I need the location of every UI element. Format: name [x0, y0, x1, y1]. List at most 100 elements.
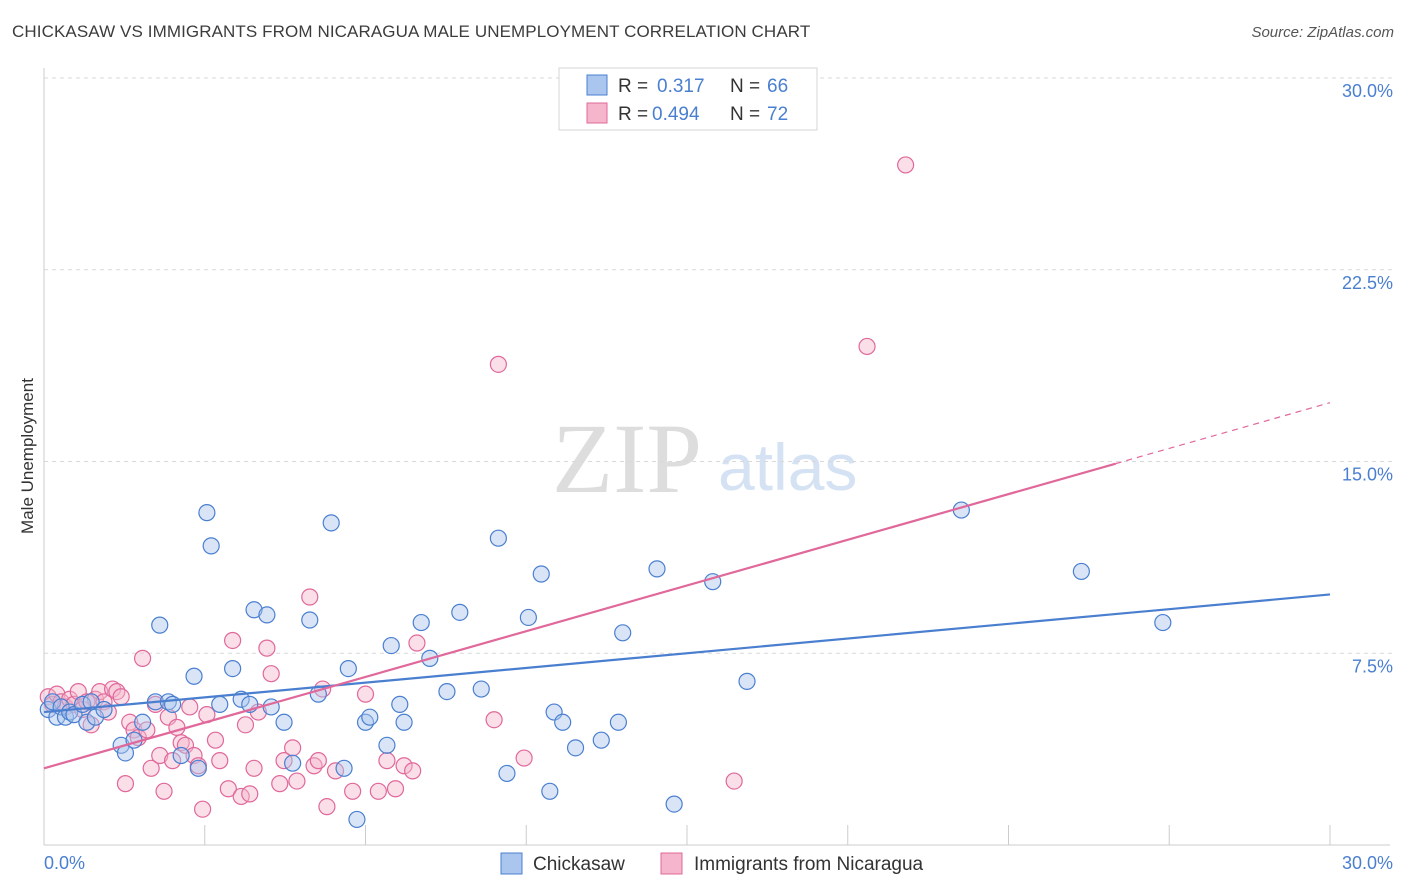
point-nicaragua — [194, 800, 212, 818]
point-chickasaw — [391, 695, 409, 713]
point-nicaragua — [155, 782, 173, 800]
legend-swatch-nicaragua — [660, 852, 683, 875]
point-chickasaw — [395, 713, 413, 731]
point-chickasaw — [198, 504, 216, 522]
point-chickasaw — [185, 667, 203, 685]
point-chickasaw — [648, 560, 666, 578]
point-chickasaw — [451, 603, 469, 621]
stats-legend-r-label-2: R = — [618, 104, 648, 125]
point-nicaragua — [284, 739, 302, 757]
point-nicaragua — [258, 639, 276, 657]
point-nicaragua — [369, 782, 387, 800]
trend-line-nicaragua-extension — [1115, 402, 1331, 465]
point-chickasaw — [339, 659, 357, 678]
point-chickasaw — [202, 537, 220, 555]
watermark-atlas: atlas — [718, 430, 857, 504]
point-nicaragua — [485, 711, 503, 729]
point-nicaragua — [897, 156, 915, 174]
point-nicaragua — [725, 772, 743, 790]
point-chickasaw — [275, 713, 293, 731]
point-nicaragua — [489, 355, 507, 373]
point-chickasaw — [151, 616, 169, 634]
point-chickasaw — [592, 731, 610, 749]
point-chickasaw — [498, 764, 516, 783]
point-nicaragua — [271, 775, 289, 793]
series-nicaragua-points — [39, 156, 915, 818]
watermark: ZIP atlas — [552, 403, 857, 514]
point-chickasaw — [322, 514, 340, 532]
point-chickasaw — [133, 713, 152, 731]
stats-legend: R = 0.317 N = 66 R = 0.494 N = 72 — [558, 67, 818, 131]
series-chickasaw-points — [39, 501, 1172, 829]
legend-label-chickasaw: Chickasaw — [533, 854, 625, 875]
point-nicaragua — [356, 685, 375, 703]
point-nicaragua — [288, 772, 306, 790]
stats-legend-n-value-2: 72 — [767, 104, 788, 125]
chart-title: CHICKASAW VS IMMIGRANTS FROM NICARAGUA M… — [12, 22, 811, 41]
source-credit: Source: ZipAtlas.com — [1251, 24, 1394, 41]
point-nicaragua — [219, 780, 237, 798]
stats-legend-r-value-2: 0.494 — [652, 104, 700, 125]
point-chickasaw — [519, 608, 537, 627]
point-chickasaw — [1072, 562, 1090, 581]
x-tick-label-min: 0.0% — [44, 853, 85, 873]
point-nicaragua — [133, 649, 152, 667]
stats-legend-n-label-2: N = — [730, 104, 760, 125]
point-nicaragua — [142, 759, 160, 777]
legend-label-nicaragua: Immigrants from Nicaragua — [694, 854, 924, 875]
point-nicaragua — [344, 782, 362, 800]
point-nicaragua — [185, 746, 203, 765]
point-nicaragua — [241, 785, 259, 803]
y-tick-label: 15.0% — [1342, 465, 1393, 485]
point-nicaragua — [318, 798, 336, 816]
point-chickasaw — [211, 695, 229, 713]
watermark-zip: ZIP — [552, 403, 702, 514]
point-nicaragua — [395, 757, 413, 775]
stats-legend-n-label-1: N = — [730, 76, 760, 97]
point-chickasaw — [378, 736, 396, 754]
point-nicaragua — [301, 588, 319, 606]
stats-legend-r-label-1: R = — [618, 76, 648, 97]
point-nicaragua — [309, 752, 327, 770]
point-chickasaw — [614, 624, 632, 642]
point-nicaragua — [378, 752, 396, 770]
point-chickasaw — [189, 759, 207, 777]
point-chickasaw — [95, 700, 113, 719]
point-nicaragua — [112, 688, 130, 706]
point-chickasaw — [361, 708, 379, 726]
y-tick-label: 7.5% — [1352, 656, 1393, 676]
y-tick-label: 30.0% — [1342, 81, 1393, 101]
point-nicaragua — [211, 752, 229, 770]
y-axis-title: Male Unemployment — [18, 378, 37, 534]
trend-lines — [43, 402, 1331, 770]
point-nicaragua — [224, 631, 242, 650]
point-chickasaw — [245, 601, 263, 619]
point-nicaragua — [116, 775, 135, 793]
x-tick-label-max: 30.0% — [1342, 853, 1393, 873]
stats-legend-r-value-1: 0.317 — [657, 76, 705, 97]
point-nicaragua — [515, 749, 533, 767]
point-chickasaw — [532, 565, 550, 583]
trend-line-nicaragua — [43, 462, 1116, 770]
point-chickasaw — [472, 680, 490, 698]
point-chickasaw — [382, 636, 400, 655]
point-nicaragua — [404, 762, 422, 780]
point-nicaragua — [151, 746, 169, 765]
point-nicaragua — [408, 634, 426, 652]
point-chickasaw — [172, 746, 190, 765]
point-chickasaw — [224, 659, 242, 678]
point-chickasaw — [301, 611, 319, 629]
series-legend: Chickasaw Immigrants from Nicaragua — [500, 852, 924, 875]
point-nicaragua — [236, 716, 255, 734]
y-tick-label: 22.5% — [1342, 273, 1393, 293]
trend-line-chickasaw — [43, 593, 1331, 714]
point-nicaragua — [164, 752, 182, 770]
gridlines — [44, 77, 1393, 654]
point-nicaragua — [206, 731, 225, 749]
point-chickasaw — [554, 713, 572, 731]
point-chickasaw — [284, 754, 302, 772]
point-chickasaw — [566, 739, 585, 757]
stats-legend-swatch-chickasaw — [586, 74, 608, 96]
point-chickasaw — [412, 613, 430, 632]
point-chickasaw — [738, 672, 756, 690]
